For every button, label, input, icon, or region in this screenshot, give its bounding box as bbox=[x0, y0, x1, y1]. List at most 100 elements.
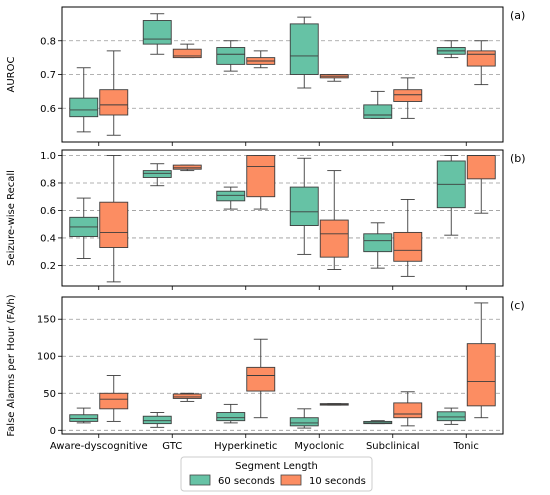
box-tonic-60s bbox=[436, 155, 466, 236]
y-axis-label: AUROC bbox=[6, 57, 17, 93]
iqr-box bbox=[393, 231, 423, 262]
y-tick-label: 0.4 bbox=[40, 233, 56, 244]
box-gtc-10s bbox=[172, 43, 202, 59]
legend-label-60-seconds: 60 seconds bbox=[218, 476, 275, 487]
panel-tag: (a) bbox=[510, 9, 525, 22]
legend-label-10-seconds: 10 seconds bbox=[309, 476, 366, 487]
panel-tag: (b) bbox=[510, 152, 526, 165]
box-subclinical-60s bbox=[363, 420, 393, 425]
y-tick-label: 0.2 bbox=[40, 261, 56, 272]
box-aware-dyscognitive-60s bbox=[69, 67, 99, 133]
box-hyperkinetic-10s bbox=[246, 155, 276, 210]
iqr-box bbox=[216, 412, 246, 422]
box-gtc-10s bbox=[172, 164, 202, 172]
x-tick-label: Subclinical bbox=[366, 441, 420, 452]
iqr-box bbox=[172, 393, 202, 399]
x-tick-label: GTC bbox=[162, 441, 182, 452]
iqr-box bbox=[246, 155, 276, 198]
iqr-box bbox=[363, 233, 393, 253]
y-axis-label: Seizure-wise Recall bbox=[6, 170, 17, 266]
box-subclinical-10s bbox=[393, 77, 423, 119]
y-tick-label: 0.6 bbox=[40, 104, 56, 115]
box-hyperkinetic-10s bbox=[246, 50, 276, 69]
box-myoclonic-10s bbox=[319, 403, 349, 406]
box-aware-dyscognitive-10s bbox=[99, 375, 129, 422]
y-tick-label: 0.7 bbox=[40, 70, 56, 81]
box-subclinical-10s bbox=[393, 199, 423, 277]
iqr-box bbox=[172, 48, 202, 59]
iqr-box bbox=[142, 415, 172, 425]
box-gtc-60s bbox=[142, 13, 172, 55]
y-tick-label: 0.8 bbox=[40, 36, 56, 47]
box-hyperkinetic-60s bbox=[216, 40, 246, 72]
box-myoclonic-60s bbox=[289, 16, 319, 89]
box-myoclonic-60s bbox=[289, 157, 319, 255]
panel-0: 0.6 0.7 0.8 (a) AUROC bbox=[6, 6, 525, 146]
iqr-box bbox=[142, 170, 172, 178]
iqr-box bbox=[436, 411, 466, 422]
y-tick-label: 0 bbox=[50, 426, 56, 437]
box-tonic-60s bbox=[436, 40, 466, 59]
box-myoclonic-60s bbox=[289, 408, 319, 429]
box-hyperkinetic-60s bbox=[216, 403, 246, 424]
box-tonic-10s bbox=[466, 302, 496, 419]
box-myoclonic-10s bbox=[319, 170, 349, 270]
box-subclinical-60s bbox=[363, 222, 393, 269]
box-tonic-10s bbox=[466, 155, 496, 214]
panel-frame bbox=[61, 149, 504, 287]
iqr-box bbox=[393, 402, 423, 419]
x-tick-label: Hyperkinetic bbox=[214, 441, 277, 452]
x-tick-label: Myoclonic bbox=[294, 441, 344, 452]
box-hyperkinetic-60s bbox=[216, 186, 246, 210]
iqr-box bbox=[99, 89, 129, 116]
legend: Segment Length 60 seconds 10 seconds bbox=[180, 456, 373, 492]
y-tick-label: 1.0 bbox=[40, 151, 56, 162]
box-subclinical-10s bbox=[393, 391, 423, 427]
iqr-box bbox=[99, 201, 129, 248]
y-tick-label: 50 bbox=[43, 389, 56, 400]
iqr-box bbox=[172, 164, 202, 170]
iqr-box bbox=[466, 343, 496, 407]
box-gtc-60s bbox=[142, 412, 172, 428]
chart-panels: 0.6 0.7 0.8 (a) AUROC 0.2 0.4 0.6 0.8 1.0 (b) Seizu… bbox=[6, 6, 526, 438]
iqr-box bbox=[393, 89, 423, 102]
box-aware-dyscognitive-10s bbox=[99, 50, 129, 136]
legend-title: Segment Length bbox=[235, 461, 318, 472]
iqr-box bbox=[466, 155, 496, 180]
iqr-box bbox=[69, 97, 99, 118]
iqr-box bbox=[466, 50, 496, 67]
box-aware-dyscognitive-60s bbox=[69, 407, 99, 424]
y-tick-label: 0.6 bbox=[40, 206, 56, 217]
iqr-box bbox=[289, 23, 319, 75]
box-hyperkinetic-10s bbox=[246, 338, 276, 419]
box-aware-dyscognitive-60s bbox=[69, 197, 99, 259]
panel-2: 0 50 100 150 (c) False Alarms per Hour (FA/h) bbox=[6, 294, 525, 438]
y-tick-label: 100 bbox=[37, 352, 56, 363]
box-aware-dyscognitive-10s bbox=[99, 155, 129, 283]
iqr-box bbox=[142, 20, 172, 45]
iqr-box bbox=[216, 190, 246, 202]
x-tick-label: Aware-dyscognitive bbox=[50, 441, 148, 452]
iqr-box bbox=[289, 417, 319, 427]
panel-frame bbox=[61, 296, 504, 435]
box-tonic-60s bbox=[436, 407, 466, 425]
iqr-box bbox=[216, 47, 246, 65]
x-tick-label: Tonic bbox=[453, 441, 479, 452]
panel-frame bbox=[61, 6, 504, 143]
iqr-box bbox=[99, 392, 129, 410]
panel-1: 0.2 0.4 0.6 0.8 1.0 (b) Seizure-wise Recall bbox=[6, 149, 526, 290]
box-subclinical-60s bbox=[363, 90, 393, 119]
x-tick-labels: Aware-dyscognitive GTC Hyperkinetic Myoclon… bbox=[50, 441, 479, 452]
legend-swatch-10-seconds bbox=[280, 474, 302, 486]
legend-swatch-60-seconds bbox=[189, 474, 211, 486]
box-gtc-10s bbox=[172, 392, 202, 402]
y-axis-label: False Alarms per Hour (FA/h) bbox=[6, 294, 17, 436]
iqr-box bbox=[246, 366, 276, 392]
iqr-box bbox=[289, 186, 319, 227]
box-tonic-10s bbox=[466, 40, 496, 86]
box-gtc-60s bbox=[142, 163, 172, 187]
panel-tag: (c) bbox=[510, 299, 525, 312]
y-tick-label: 0.8 bbox=[40, 178, 56, 189]
legend-frame bbox=[180, 456, 373, 492]
